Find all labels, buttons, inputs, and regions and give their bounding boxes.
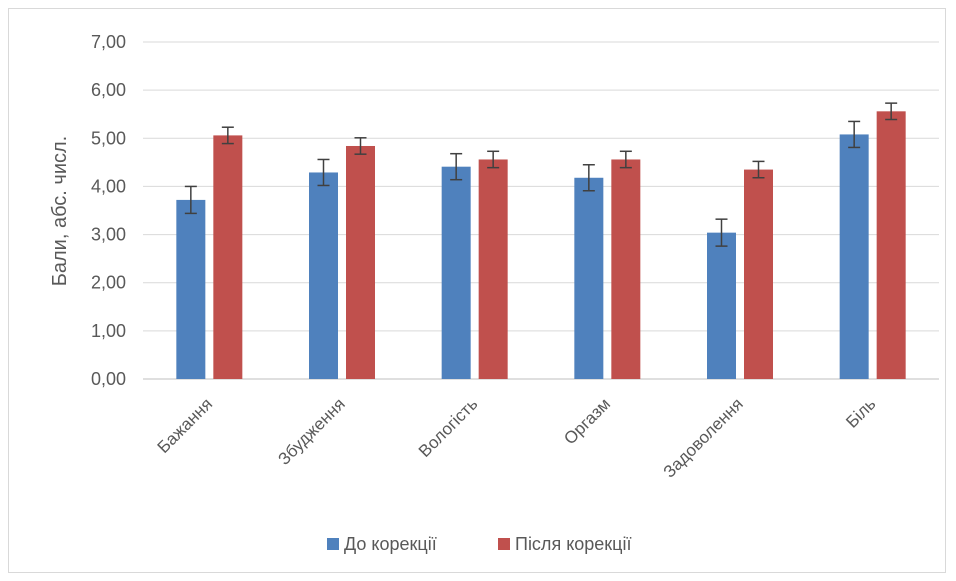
error-bar bbox=[487, 150, 500, 169]
chart-frame bbox=[8, 8, 946, 573]
error-bar bbox=[752, 160, 765, 179]
x-category-label: Бажання bbox=[154, 394, 217, 457]
error-bar bbox=[619, 150, 632, 169]
legend-label: До корекції bbox=[344, 534, 437, 554]
y-tick-label: 2,00 bbox=[91, 273, 126, 293]
bar-after bbox=[611, 159, 641, 379]
bar-before bbox=[574, 177, 604, 379]
y-axis-ticks: 0,00 1,00 2,00 3,00 4,00 5,00 6,00 7,00 bbox=[91, 32, 126, 389]
y-tick-label: 6,00 bbox=[91, 80, 126, 100]
y-tick-label: 1,00 bbox=[91, 321, 126, 341]
y-tick-label: 3,00 bbox=[91, 225, 126, 245]
error-bar bbox=[715, 218, 728, 247]
x-axis-labels: Бажання Збудження Вологість Оргазм Задоволен… bbox=[154, 394, 880, 481]
bar-after bbox=[346, 145, 375, 379]
error-bar bbox=[354, 137, 367, 155]
bar-before bbox=[839, 134, 869, 379]
y-tick-label: 4,00 bbox=[91, 176, 126, 196]
bar-after bbox=[744, 169, 773, 379]
bar-before bbox=[707, 232, 736, 379]
x-category-label: Збудження bbox=[274, 394, 348, 468]
y-tick-label: 0,00 bbox=[91, 369, 126, 389]
x-category-label: Задоволення bbox=[660, 394, 747, 481]
gridlines bbox=[143, 41, 939, 380]
error-bar bbox=[450, 152, 463, 181]
error-bar bbox=[885, 102, 898, 121]
bar-after bbox=[478, 159, 508, 379]
bar-after bbox=[876, 111, 906, 379]
error-bar bbox=[221, 126, 234, 145]
y-tick-label: 7,00 bbox=[91, 32, 126, 52]
legend-swatch bbox=[327, 538, 339, 550]
bar-after bbox=[213, 135, 243, 379]
x-category-label: Оргазм bbox=[560, 394, 614, 448]
error-bars bbox=[184, 102, 898, 247]
error-bar bbox=[582, 164, 595, 192]
error-bar bbox=[317, 158, 330, 187]
legend-swatch bbox=[498, 538, 510, 550]
legend-label: Після корекції bbox=[515, 534, 631, 554]
error-bar bbox=[184, 185, 197, 215]
x-category-label: Вологість bbox=[415, 394, 482, 461]
x-category-label: Біль bbox=[842, 394, 879, 431]
bar-before bbox=[176, 199, 206, 379]
y-tick-label: 5,00 bbox=[91, 128, 126, 148]
legend: До корекції Після корекції bbox=[327, 534, 631, 554]
bars bbox=[176, 111, 906, 379]
error-bar bbox=[848, 120, 861, 149]
bar-before bbox=[441, 166, 471, 379]
bar-before bbox=[309, 172, 338, 379]
y-axis-title: Бали, абс. числ. bbox=[49, 136, 71, 287]
